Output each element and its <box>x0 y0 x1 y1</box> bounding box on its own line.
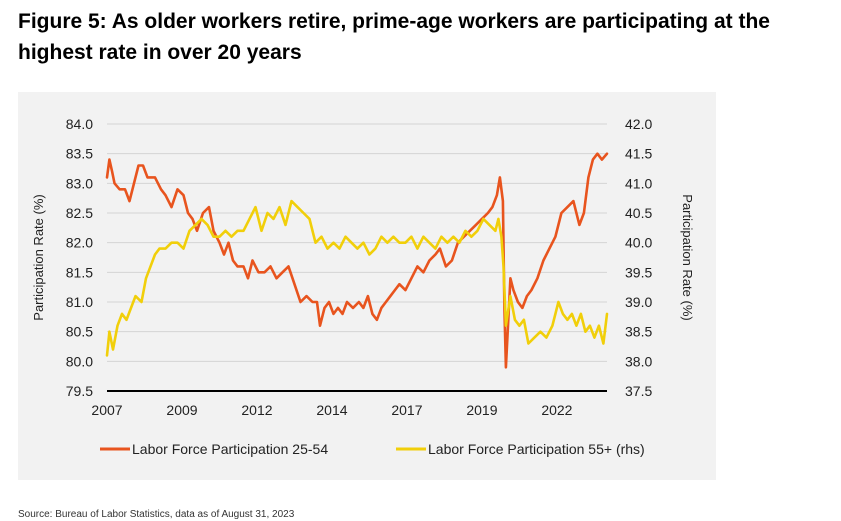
x-tick-label: 2019 <box>466 402 497 418</box>
chart-panel: 79.5 80.0 80.5 81.0 81.5 82.0 82.5 83.0 83.5 84.0… <box>18 92 716 480</box>
legend-label: Labor Force Participation 25-54 <box>132 441 328 457</box>
y-tick-label-left: 80.0 <box>66 353 93 369</box>
y-tick-label-right: 38.5 <box>625 324 652 340</box>
y-tick-label-right: 40.0 <box>625 235 652 251</box>
y-tick-label-right: 41.0 <box>625 175 652 191</box>
chart-title: Figure 5: As older workers retire, prime… <box>18 10 770 64</box>
y-tick-label-left: 83.0 <box>66 175 93 191</box>
y-tick-label-right: 39.0 <box>625 294 652 310</box>
series-line-55-plus <box>105 199 609 357</box>
legend-label: Labor Force Participation 55+ (rhs) <box>428 441 645 457</box>
x-tick-label: 2009 <box>166 402 197 418</box>
y-tick-label-right: 40.5 <box>625 205 652 221</box>
x-tick-label: 2014 <box>316 402 347 418</box>
x-tick-label: 2022 <box>541 402 572 418</box>
y-tick-label-left: 81.0 <box>66 294 93 310</box>
y-axis-title-right: Participation Rate (%) <box>680 194 695 320</box>
line-chart: 79.5 80.0 80.5 81.0 81.5 82.0 82.5 83.0 83.5 84.0… <box>31 116 695 457</box>
y-tick-label-left: 79.5 <box>66 383 93 399</box>
y-tick-label-right: 41.5 <box>625 146 652 162</box>
source-note: Source: Bureau of Labor Statistics, data… <box>18 509 295 520</box>
y-tick-label-right: 42.0 <box>625 116 652 132</box>
series-line-25-54 <box>105 152 609 369</box>
y-tick-label-left: 81.5 <box>66 264 93 280</box>
y-tick-label-left: 82.5 <box>66 205 93 221</box>
x-tick-label: 2007 <box>91 402 122 418</box>
y-tick-label-left: 80.5 <box>66 324 93 340</box>
x-tick-label: 2017 <box>391 402 422 418</box>
y-tick-label-left: 82.0 <box>66 235 93 251</box>
y-tick-label-right: 39.5 <box>625 264 652 280</box>
x-tick-label: 2012 <box>241 402 272 418</box>
y-tick-label-left: 83.5 <box>66 146 93 162</box>
y-tick-label-right: 38.0 <box>625 353 652 369</box>
y-axis-title-left: Participation Rate (%) <box>31 194 46 320</box>
y-tick-label-right: 37.5 <box>625 383 652 399</box>
y-tick-label-left: 84.0 <box>66 116 93 132</box>
